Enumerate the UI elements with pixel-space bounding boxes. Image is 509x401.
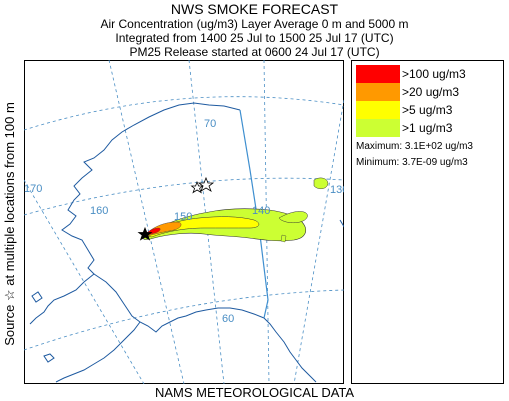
alaska-coastline (29, 102, 317, 383)
smoke-map: 70 60 170 160 150 140 130 (24, 60, 344, 384)
legend-label: >5 ug/m3 (402, 103, 453, 117)
lon-130-label: 130 (330, 184, 344, 196)
meridian-130 (293, 99, 344, 384)
lat-70-label: 70 (204, 118, 216, 130)
minimum-value: Minimum: 3.7E-09 ug/m3 (356, 157, 468, 168)
parallel-70 (24, 96, 344, 131)
grid-labels: 70 60 170 160 150 140 130 (24, 118, 344, 325)
legend-item-1: >1 ug/m3 (356, 119, 501, 137)
lon-150-label: 150 (174, 211, 192, 223)
lon-170-label: 170 (24, 183, 42, 195)
plume-1ug-far (313, 177, 329, 189)
meridian-160 (108, 60, 185, 384)
plume-5ug (145, 216, 260, 238)
plume-1ug-patch (280, 234, 287, 243)
parallel-65 (24, 177, 344, 216)
lat-60-label: 60 (222, 313, 234, 325)
legend-label: >1 ug/m3 (402, 121, 453, 135)
maximum-value: Maximum: 3.1E+02 ug/m3 (356, 141, 473, 152)
source-label: Source ☆ at multiple locations from 100 … (2, 102, 17, 346)
legend-label: >100 ug/m3 (402, 67, 466, 81)
legend-item-100: >100 ug/m3 (356, 65, 501, 83)
smoke-plume (143, 177, 329, 243)
legend-swatch (356, 119, 400, 137)
plume-1ug-east (278, 211, 308, 224)
legend: >100 ug/m3 >20 ug/m3 >5 ug/m3 >1 ug/m3 M… (351, 60, 504, 384)
source-stars (137, 176, 215, 241)
legend-swatch (356, 65, 400, 83)
legend-item-20: >20 ug/m3 (356, 83, 501, 101)
release-start: PM25 Release started at 0600 24 Jul 17 (… (129, 45, 380, 59)
lon-140-label: 140 (252, 205, 270, 217)
parallel-60 (24, 289, 344, 351)
data-source-footer: NAMS METEOROLOGICAL DATA (154, 385, 355, 400)
legend-item-5: >5 ug/m3 (356, 101, 501, 119)
source-star-icon (197, 176, 215, 192)
legend-swatch (356, 83, 400, 101)
legend-label: >20 ug/m3 (402, 85, 460, 99)
source-label-container: Source ☆ at multiple locations from 100 … (0, 60, 20, 388)
source-star-icon (190, 180, 204, 194)
integration-period: Integrated from 1400 25 Jul to 1500 25 J… (115, 31, 394, 45)
concentration-subtitle: Air Concentration (ug/m3) Layer Average … (100, 17, 409, 31)
lon-160-label: 160 (90, 205, 108, 217)
forecast-title: NWS SMOKE FORECAST (170, 1, 339, 17)
source-star-icon (137, 226, 153, 241)
yukon-coast (339, 219, 344, 228)
legend-swatch (356, 101, 400, 119)
